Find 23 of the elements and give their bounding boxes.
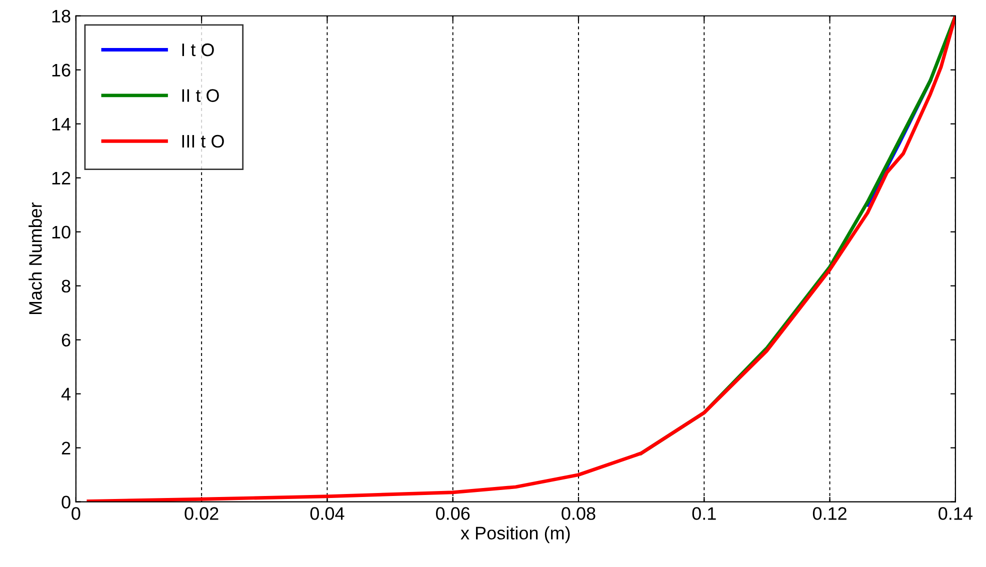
x-tick-label: 0.06 (436, 507, 470, 520)
y-tick-label: 16 (52, 64, 70, 77)
legend-label: III t O (182, 134, 224, 148)
x-tick-label: 0.08 (562, 507, 596, 520)
y-tick-label: 0 (62, 496, 70, 509)
x-tick-label: 0.02 (184, 507, 218, 520)
legend-label: II t O (182, 89, 219, 102)
x-tick-label: 0.12 (812, 507, 846, 520)
y-axis-title: Mach Number (28, 202, 42, 314)
y-tick-label: 12 (52, 172, 70, 184)
x-tick-label: 0.1 (692, 507, 716, 520)
x-tick-label: 0 (72, 507, 80, 520)
y-tick-label: 18 (52, 10, 70, 23)
y-tick-label: 14 (52, 118, 71, 130)
legend-label: I t O (182, 43, 214, 56)
x-tick-label: 0.04 (310, 507, 344, 520)
x-axis-title: x Position (m) (460, 526, 570, 544)
y-tick-label: 4 (61, 388, 71, 400)
y-tick-label: 8 (62, 280, 70, 293)
y-tick-label: 10 (52, 226, 70, 239)
y-tick-label: 2 (62, 442, 70, 454)
y-tick-label: 6 (62, 334, 70, 347)
x-tick-label: 0.14 (938, 507, 972, 520)
